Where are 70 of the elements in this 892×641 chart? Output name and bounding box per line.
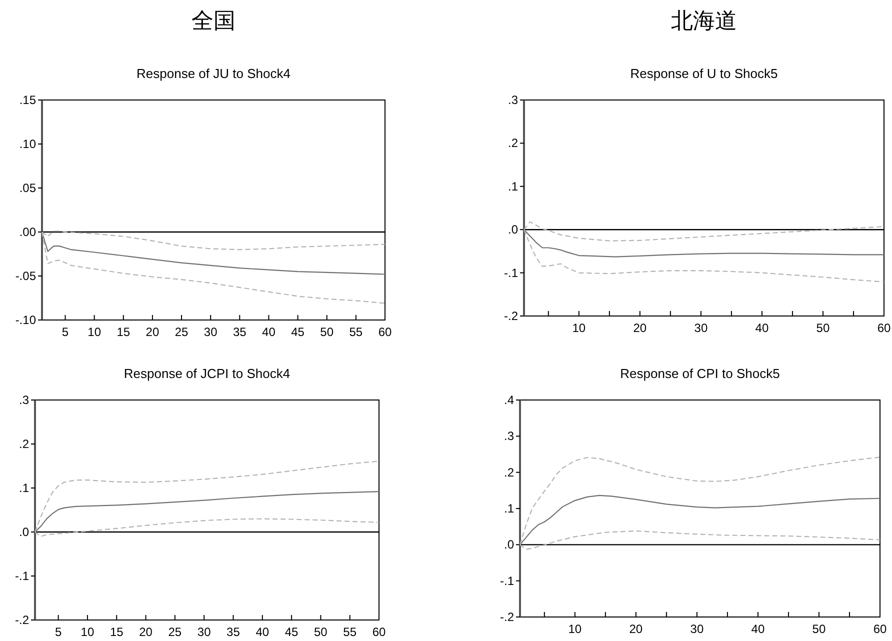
x-tick-label: 35 xyxy=(226,625,240,639)
chart-title: Response of CPI to Shock5 xyxy=(620,366,780,381)
y-tick-label: .2 xyxy=(18,437,30,451)
y-tick-label: .1 xyxy=(18,481,30,495)
x-tick-label: 60 xyxy=(378,325,392,339)
chart-subtitle: Response of U to Shock5 xyxy=(630,66,778,81)
x-tick-label: 5 xyxy=(54,625,62,639)
x-tick-label: 50 xyxy=(816,321,830,335)
y-tick-label: -.1 xyxy=(504,266,518,280)
x-tick-label: 10 xyxy=(568,622,582,636)
x-tick-label: 20 xyxy=(629,622,643,636)
chart-title: 北海道 xyxy=(671,9,737,34)
line-series xyxy=(34,490,380,533)
y-tick-label: .10 xyxy=(19,137,36,151)
y-tick-label: .3 xyxy=(18,393,30,407)
y-tick-label: -.1 xyxy=(14,569,30,583)
y-tick-label: .2 xyxy=(504,465,514,480)
x-tick-label: 25 xyxy=(168,625,182,639)
x-tick-label: 25 xyxy=(174,325,189,339)
y-tick-label: .1 xyxy=(508,179,518,194)
x-tick-label: 30 xyxy=(204,325,218,339)
x-tick-label: 55 xyxy=(349,325,363,339)
x-tick-label: 55 xyxy=(343,625,357,639)
x-tick-label: 30 xyxy=(690,622,704,636)
x-tick-label: 10 xyxy=(80,625,94,639)
x-tick-label: 60 xyxy=(873,622,887,636)
y-tick-label: .2 xyxy=(508,136,518,150)
x-tick-label: 40 xyxy=(755,321,769,335)
x-tick-label: 50 xyxy=(314,625,328,639)
y-tick-label: -.05 xyxy=(15,269,36,283)
x-tick-label: 30 xyxy=(694,321,708,335)
y-tick-label: -.2 xyxy=(504,309,518,323)
y-tick-label: -.1 xyxy=(500,574,514,588)
y-tick-label: .3 xyxy=(508,93,518,107)
x-tick-label: 60 xyxy=(372,625,386,639)
x-tick-label: 45 xyxy=(284,625,299,639)
x-tick-label: 40 xyxy=(256,625,270,639)
y-tick-label: .0 xyxy=(504,538,514,552)
x-tick-label: 20 xyxy=(146,325,160,339)
x-tick-label: 10 xyxy=(88,325,102,339)
y-tick-label: -.10 xyxy=(15,313,36,327)
x-tick-label: 60 xyxy=(877,321,891,335)
y-tick-label: .15 xyxy=(19,93,36,107)
x-tick-label: 35 xyxy=(232,325,247,339)
x-tick-label: 50 xyxy=(812,622,826,636)
y-tick-label: .3 xyxy=(504,429,514,444)
chart-title: Response of JCPI to Shock4 xyxy=(124,366,290,381)
x-tick-label: 30 xyxy=(197,625,212,639)
x-tick-label: 15 xyxy=(116,325,130,339)
x-tick-label: 40 xyxy=(751,622,765,636)
x-tick-label: 40 xyxy=(262,325,276,339)
y-tick-label: .00 xyxy=(19,225,36,239)
x-tick-label: 20 xyxy=(633,321,647,335)
y-tick-label: -.2 xyxy=(14,613,30,627)
y-tick-label: .1 xyxy=(504,502,514,516)
x-tick-label: 10 xyxy=(572,321,586,335)
x-tick-label: 20 xyxy=(139,625,153,639)
x-tick-label: 45 xyxy=(291,325,305,339)
y-tick-label: -.2 xyxy=(500,610,514,624)
y-tick-label: .05 xyxy=(19,181,36,195)
y-tick-label: .0 xyxy=(508,222,518,237)
chart-subtitle: Response of JU to Shock4 xyxy=(136,66,290,81)
y-tick-label: .4 xyxy=(504,393,514,407)
line-series xyxy=(523,229,885,258)
x-tick-label: 50 xyxy=(320,325,334,339)
chart-title: 全国 xyxy=(192,9,236,34)
x-tick-label: 15 xyxy=(110,625,124,639)
line-series xyxy=(519,494,881,546)
y-tick-label: .0 xyxy=(18,525,30,539)
x-tick-label: 5 xyxy=(62,325,69,339)
